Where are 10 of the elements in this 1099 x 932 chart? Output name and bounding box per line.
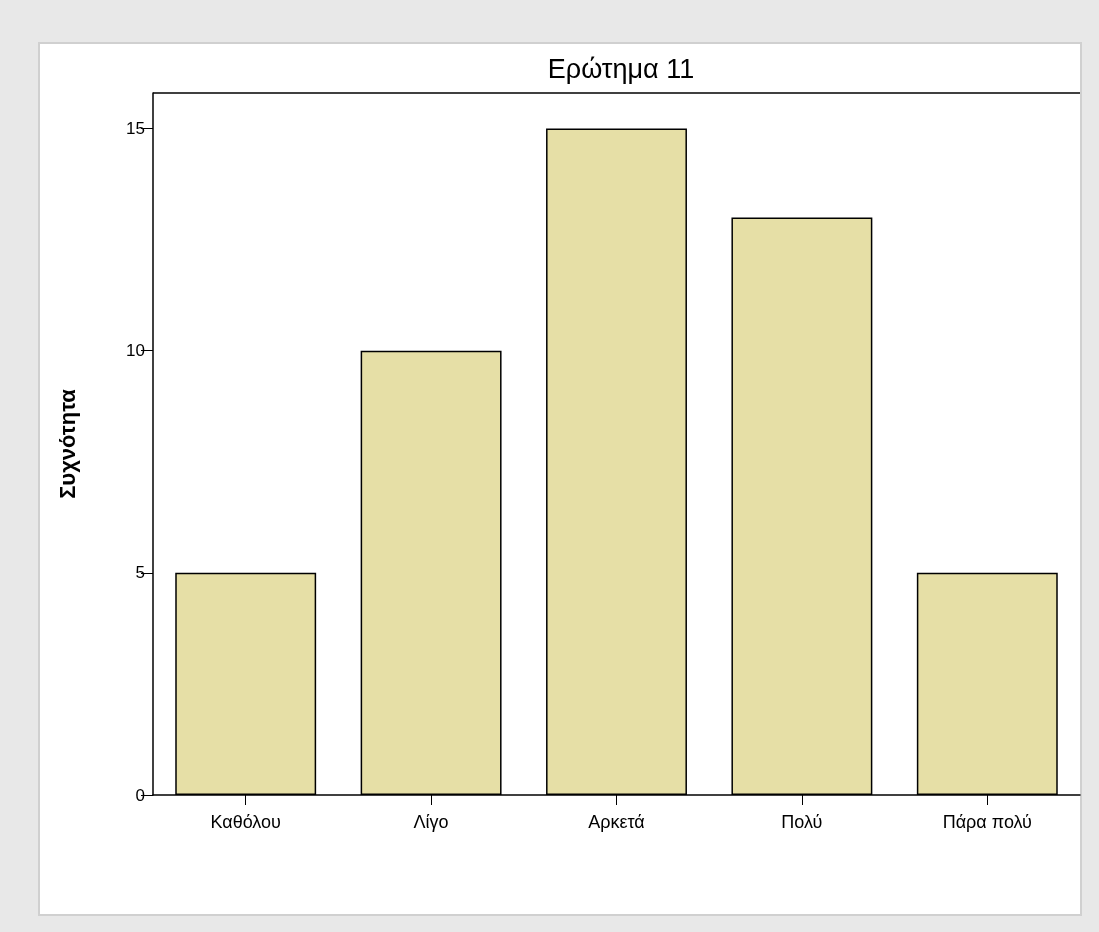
x-tick-label: Πολύ	[781, 812, 823, 832]
y-tick-label: 0	[135, 785, 145, 805]
x-tick-label: Λίγο	[413, 812, 449, 832]
y-tick-label: 15	[126, 119, 145, 139]
y-axis-title: Συχνότητα	[54, 388, 80, 499]
x-tick-label: Αρκετά	[588, 812, 645, 832]
chart-title: Ερώτημα 11	[547, 53, 695, 84]
x-tick-label: Πάρα πολύ	[942, 812, 1032, 832]
y-tick-label: 10	[126, 341, 145, 361]
x-tick-label: Καθόλου	[210, 812, 281, 832]
